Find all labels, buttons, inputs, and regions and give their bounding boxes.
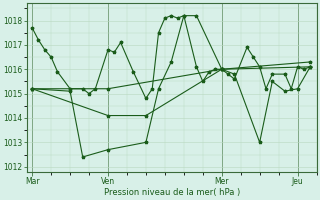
X-axis label: Pression niveau de la mer( hPa ): Pression niveau de la mer( hPa ) <box>104 188 240 197</box>
